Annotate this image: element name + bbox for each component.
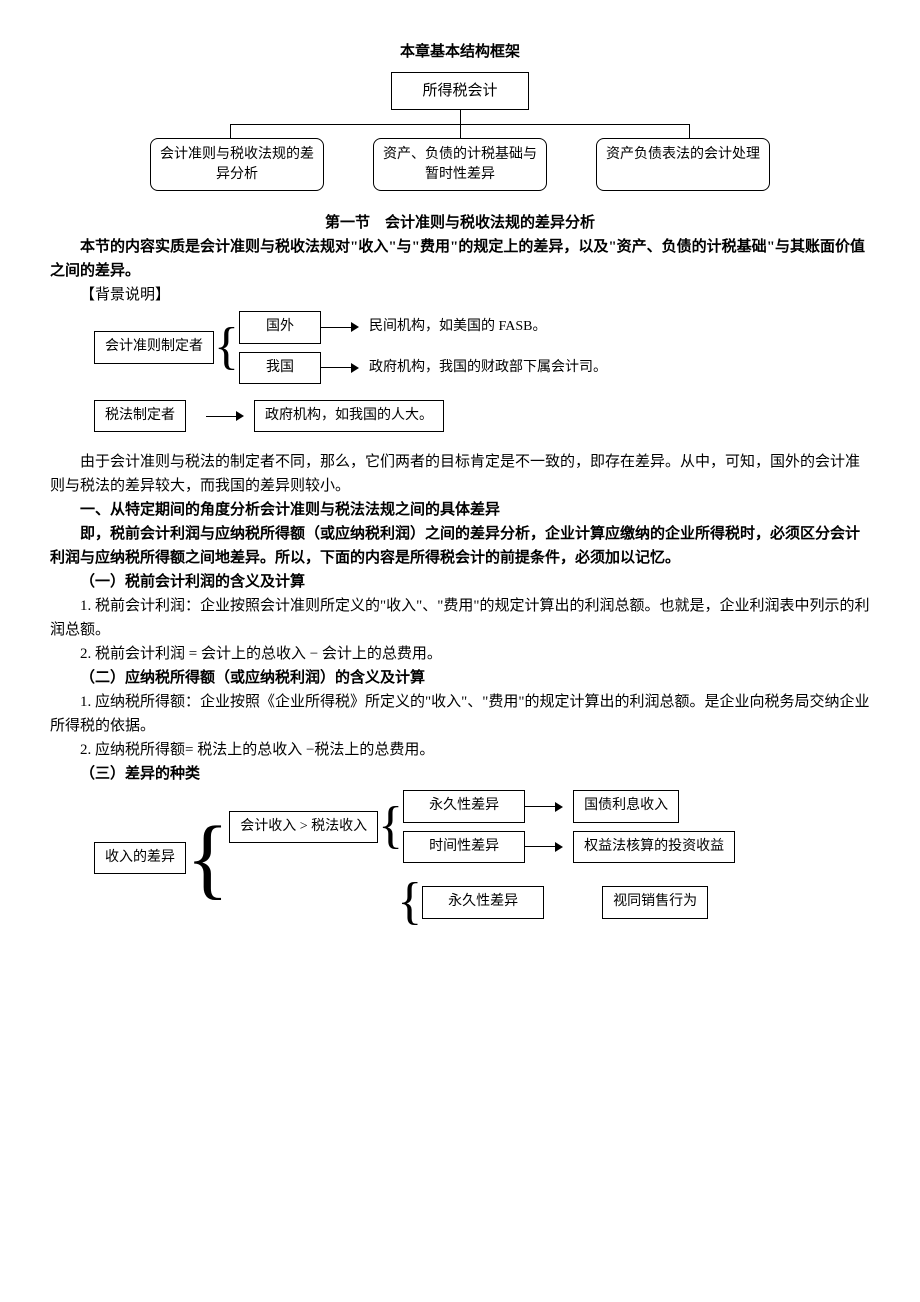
tree-root: 所得税会计 — [391, 72, 529, 110]
section1-heading: 第一节 会计准则与税收法规的差异分析 — [50, 211, 870, 235]
sub2-heading: （二）应纳税所得额（或应纳税利润）的含义及计算 — [50, 666, 870, 690]
perm-diff-1: 永久性差异 — [403, 790, 525, 822]
branch1-label: 会计收入 > 税法收入 — [229, 811, 378, 843]
china-target: 政府机构，我国的财政部下属会计司。 — [369, 357, 607, 379]
sub2-p1: 1. 应纳税所得额：企业按照《企业所得税》所定义的"收入"、"费用"的规定计算出… — [50, 690, 870, 738]
taxlaw-target: 政府机构，如我国的人大。 — [254, 400, 444, 432]
bg-label: 【背景说明】 — [50, 283, 870, 307]
income-diff-root: 收入的差异 — [94, 842, 186, 874]
foreign-target: 民间机构，如美国的 FASB。 — [369, 316, 546, 338]
arrow-icon — [351, 363, 359, 373]
arrow-icon — [351, 322, 359, 332]
diff-diagram: 收入的差异 { 会计收入 > 税法收入 { 永久性差异 国债利息收入 时间性差异 — [94, 790, 870, 926]
sub1-heading: （一）税前会计利润的含义及计算 — [50, 570, 870, 594]
brace-icon: { — [186, 818, 229, 899]
sub1-p1: 1. 税前会计利润：企业按照会计准则所定义的"收入"、"费用"的规定计算出的利润… — [50, 594, 870, 642]
h1: 一、从特定期间的角度分析会计准则与税法法规之间的具体差异 — [50, 498, 870, 522]
taxlaw-maker: 税法制定者 — [94, 400, 186, 432]
arrow-icon — [555, 842, 563, 852]
tree-child-3: 资产负债表法的会计处理 — [596, 138, 770, 191]
time-diff: 时间性差异 — [403, 831, 525, 863]
sub3-heading: （三）差异的种类 — [50, 762, 870, 786]
perm-diff-1-target: 国债利息收入 — [573, 790, 679, 822]
bg-diagram: 会计准则制定者 { 国外 民间机构，如美国的 FASB。 我国 政府机构，我国的… — [94, 311, 870, 432]
acct-std-maker: 会计准则制定者 — [94, 331, 214, 363]
para3: 即，税前会计利润与应纳税所得额（或应纳税利润）之间的差异分析，企业计算应缴纳的企… — [50, 522, 870, 570]
structure-tree: 所得税会计 会计准则与税收法规的差异分析 资产、负债的计税基础与暂时性差异 资产… — [150, 72, 770, 191]
foreign-box: 国外 — [239, 311, 321, 343]
time-diff-target: 权益法核算的投资收益 — [573, 831, 735, 863]
sub1-p2: 2. 税前会计利润 = 会计上的总收入 − 会计上的总费用。 — [50, 642, 870, 666]
sub2-p2: 2. 应纳税所得额= 税法上的总收入 −税法上的总费用。 — [50, 738, 870, 762]
china-box: 我国 — [239, 352, 321, 384]
tree-child-1: 会计准则与税收法规的差异分析 — [150, 138, 324, 191]
para2: 由于会计准则与税法的制定者不同，那么，它们两者的目标肯定是不一致的，即存在差异。… — [50, 450, 870, 498]
brace-icon: { — [397, 879, 422, 926]
intro-para: 本节的内容实质是会计准则与税收法规对"收入"与"费用"的规定上的差异，以及"资产… — [50, 235, 870, 283]
tree-child-2: 资产、负债的计税基础与暂时性差异 — [373, 138, 547, 191]
perm-diff-2-target: 视同销售行为 — [602, 886, 708, 918]
page-title: 本章基本结构框架 — [50, 40, 870, 64]
arrow-icon — [236, 411, 244, 421]
brace-icon: { — [378, 803, 403, 850]
perm-diff-2: 永久性差异 — [422, 886, 544, 918]
arrow-icon — [555, 802, 563, 812]
brace-icon: { — [214, 324, 239, 371]
